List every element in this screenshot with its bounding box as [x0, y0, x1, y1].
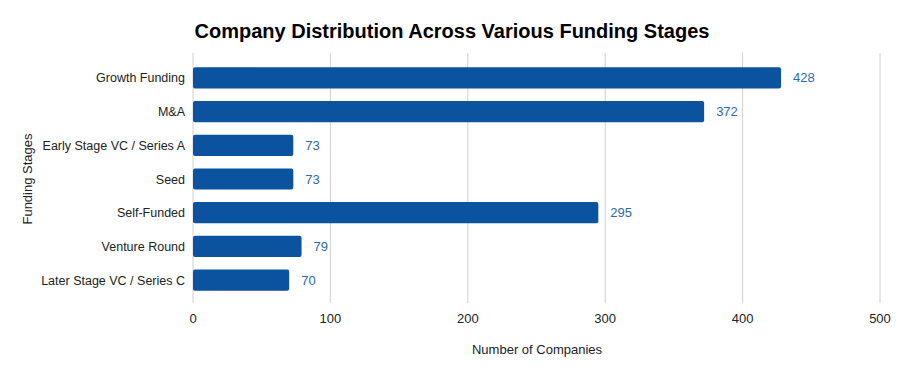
tick-label: 200: [457, 311, 479, 326]
data-label: 79: [314, 239, 328, 254]
x-axis-label: Number of Companies: [472, 342, 603, 357]
category-label: M&A: [158, 105, 186, 119]
grid-line: [467, 53, 468, 303]
category-label: Venture Round: [102, 240, 185, 254]
chart-svg: Company Distribution Across Various Fund…: [0, 0, 900, 374]
grid-line: [605, 53, 606, 303]
y-axis-label: Funding Stages: [20, 133, 35, 225]
chart-title: Company Distribution Across Various Fund…: [195, 20, 710, 42]
grid-line: [880, 53, 881, 303]
bar: [193, 135, 293, 156]
grid-line: [330, 53, 331, 303]
grid-line: [742, 53, 743, 303]
bar: [193, 67, 781, 88]
data-label: 295: [610, 205, 632, 220]
tick-label: 0: [189, 311, 196, 326]
category-label: Seed: [156, 173, 185, 187]
data-label: 372: [716, 104, 738, 119]
data-label: 70: [301, 273, 315, 288]
bar: [193, 101, 704, 122]
bar: [193, 202, 598, 223]
data-label: 428: [793, 70, 815, 85]
chart-container: Company Distribution Across Various Fund…: [0, 0, 900, 374]
bars: [193, 67, 781, 291]
category-label: Growth Funding: [96, 71, 185, 85]
category-label: Self-Funded: [117, 206, 185, 220]
data-label: 73: [305, 172, 319, 187]
category-label: Early Stage VC / Series A: [43, 139, 186, 153]
tick-label: 300: [594, 311, 616, 326]
data-label: 73: [305, 138, 319, 153]
tick-label: 400: [732, 311, 754, 326]
category-label: Later Stage VC / Series C: [41, 274, 185, 288]
grid: [193, 53, 880, 303]
tick-label: 100: [320, 311, 342, 326]
tick-label: 500: [869, 311, 891, 326]
bar: [193, 168, 293, 189]
bar: [193, 236, 302, 257]
bar: [193, 270, 289, 291]
